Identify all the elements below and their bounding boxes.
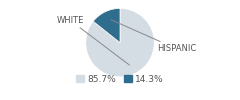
Wedge shape bbox=[86, 8, 154, 77]
Legend: 85.7%, 14.3%: 85.7%, 14.3% bbox=[76, 75, 164, 84]
Text: WHITE: WHITE bbox=[57, 16, 129, 65]
Wedge shape bbox=[93, 8, 120, 43]
Text: HISPANIC: HISPANIC bbox=[111, 20, 196, 53]
